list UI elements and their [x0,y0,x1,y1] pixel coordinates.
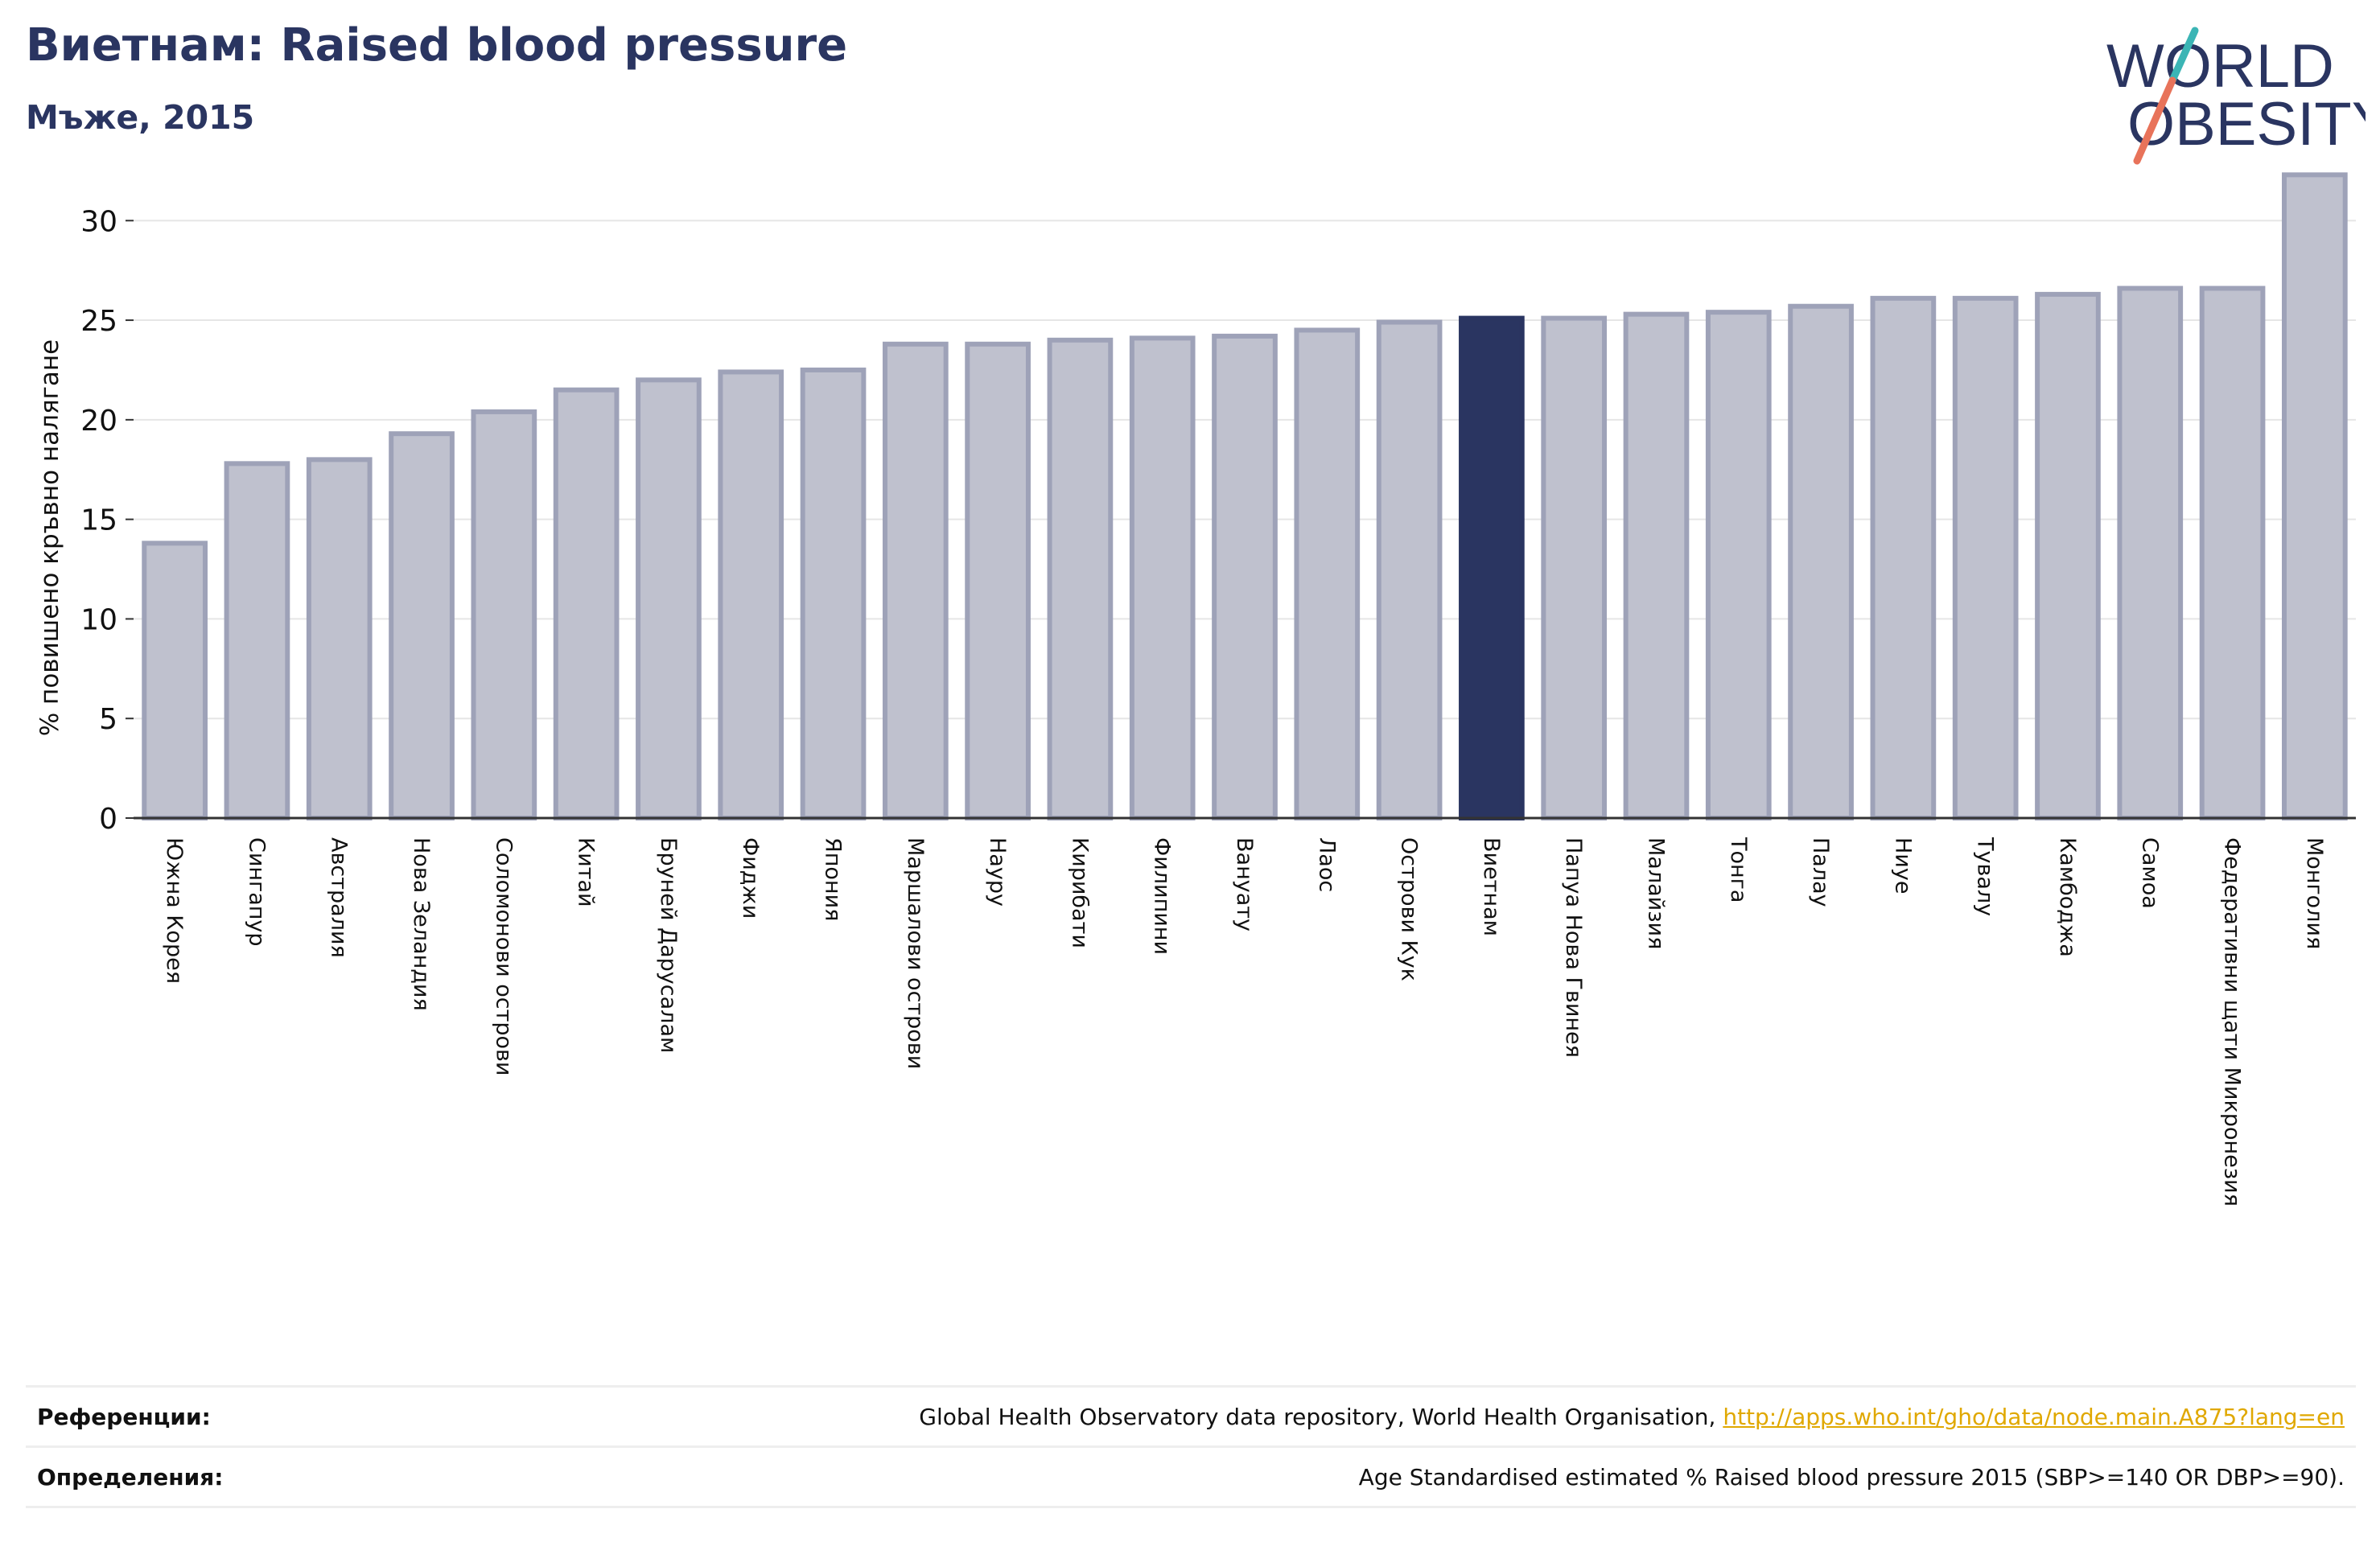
x-tick-label: Папуа Нова Гвинея [1561,837,1586,1058]
bar [718,369,784,820]
logo-text-world: WORLD [2106,32,2334,101]
y-tick-label: 10 [80,603,117,636]
y-tick-label: 25 [80,305,117,338]
x-tick-label: Тувалу [1973,837,1998,916]
bar [1541,315,1608,820]
x-tick-label: Филипини [1150,837,1175,955]
bar [1705,310,1772,820]
bar [306,457,373,820]
bar [1870,295,1937,820]
bar [882,341,949,820]
bar [1788,303,1854,821]
x-tick-label: Китай [574,837,599,907]
y-tick-label: 20 [80,405,117,438]
x-tick-label: Сингапур [244,837,269,947]
bar [1047,337,1114,820]
x-tick-label: Австралия [327,837,352,958]
bar [1212,333,1278,821]
references-text: Global Health Observatory data repositor… [919,1404,1723,1430]
definitions-label: Определения: [37,1464,224,1491]
y-axis-label: % повишено кръвно налягане [35,339,64,737]
world-obesity-logo: WORLD OBESITY [2106,27,2366,165]
chart-subtitle: Мъже, 2015 [26,98,255,137]
bar [2199,286,2266,820]
definitions-row: Определения: Age Standardised estimated … [26,1445,2356,1508]
x-tick-label: Острови Кук [1397,837,1422,981]
x-tick-label: Палау [1808,837,1833,907]
x-tick-label: Малайзия [1643,837,1668,949]
x-tick-label: Фиджи [738,837,763,919]
x-tick-label: Монголия [2302,837,2327,949]
logo-slash-bottom-icon [2133,76,2176,165]
bar [965,341,1031,820]
x-tick-label: Камбоджа [2055,837,2080,957]
bar [1294,327,1361,820]
x-tick-label: Нова Зеландия [409,837,434,1011]
x-tick-label: Федеративни щати Микронезия [2220,837,2245,1207]
y-tick-label: 0 [99,803,117,836]
bar [1459,315,1525,820]
x-tick-label: Бруней Дарусалам [656,837,681,1053]
references-row: Референции: Global Health Observatory da… [26,1385,2356,1445]
x-tick-label: Вануату [1232,837,1257,931]
x-tick-label: Кирибати [1067,837,1092,948]
bar [636,377,702,821]
bar [2035,291,2101,821]
x-tick-label: Соломонови острови [491,837,516,1075]
x-tick-label: Тонга [1726,837,1751,903]
bar [142,541,208,820]
bar [2282,172,2348,820]
definitions-value: Age Standardised estimated % Raised bloo… [1358,1464,2345,1491]
bar [471,409,537,820]
y-tick-label: 5 [99,703,117,736]
bar-chart: 0 5 10 15 20 25 30 % повишено кръвно налягане Юж… [35,172,2356,1207]
x-tick-label: Южна Корея [162,837,187,984]
references-label: Референции: [37,1404,211,1430]
x-tick-label: Лаос [1314,837,1339,892]
bar [1376,319,1443,820]
bar [1129,335,1196,821]
bar [800,367,867,821]
y-tick-label: 30 [80,205,117,238]
logo-slash-top-icon [2168,27,2199,84]
x-tick-label: Науру [985,837,1010,907]
x-tick-label: Маршалови острови [903,837,928,1069]
y-tick-label: 15 [80,504,117,537]
references-value: Global Health Observatory data repositor… [919,1404,2345,1430]
x-tick-label: Ниуе [1890,837,1915,894]
bar [389,431,455,820]
bar [224,461,290,820]
x-tick-label: Япония [821,837,846,921]
references-link[interactable]: http://apps.who.int/gho/data/node.main.A… [1723,1404,2345,1430]
bar [1623,311,1690,820]
chart-title: Виетнам: Raised blood pressure [26,19,848,72]
bar [2117,286,2184,820]
references-table: Референции: Global Health Observatory da… [26,1385,2356,1508]
x-tick-label: Самоа [2137,837,2162,909]
x-tick-label: Виетнам [1479,837,1504,936]
bar [553,387,620,821]
bar [1952,295,2019,820]
